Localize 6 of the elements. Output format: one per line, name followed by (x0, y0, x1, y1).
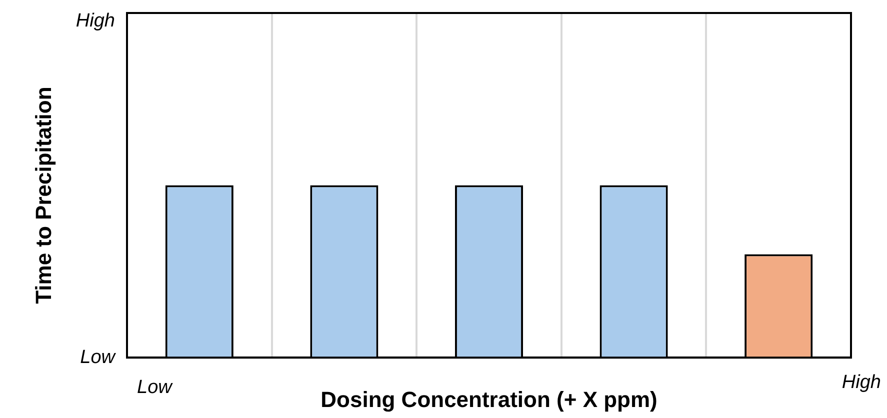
text: Low (137, 376, 174, 398)
text: Low (80, 346, 116, 368)
text: High (842, 372, 881, 393)
text: High (76, 10, 115, 32)
x-axis-title: Dosing Concentration (+ X ppm) (320, 386, 658, 412)
y-axis-title: Time to Precipitation (31, 86, 56, 304)
